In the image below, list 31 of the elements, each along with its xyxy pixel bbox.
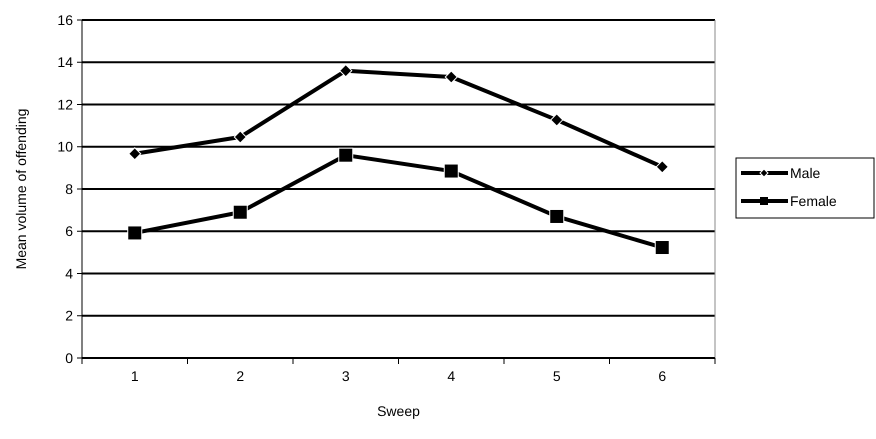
x-axis-title: Sweep [377,403,420,419]
y-tick-label: 16 [57,12,74,28]
y-tick-label: 6 [65,223,74,240]
y-tick-label: 12 [57,96,74,112]
point [549,208,564,224]
point [128,147,142,160]
legend-label: Female [790,192,837,209]
point [339,64,352,78]
y-tick-label: 10 [57,138,74,155]
point [444,164,459,179]
point [550,113,564,126]
x-tick-label: 3 [342,368,350,384]
legend-label: Male [790,164,821,181]
point [444,70,458,84]
y-tick-label: 4 [65,265,74,282]
x-tick-label: 5 [552,368,561,384]
y-tick-label: 8 [65,180,74,197]
x-tick-label: 4 [447,368,456,384]
y-tick-label: 14 [57,54,74,70]
point [654,240,670,256]
point [232,204,248,220]
y-tick-label: 2 [65,308,74,324]
point [127,225,142,240]
x-tick-label: 1 [130,368,139,384]
point [656,160,669,174]
y-tick-label: 0 [65,350,74,366]
x-tick-label: 6 [658,368,666,384]
point [338,148,354,163]
point [234,130,247,144]
x-tick-label: 2 [236,368,244,384]
y-axis-title: Mean volume of offending [13,108,29,270]
